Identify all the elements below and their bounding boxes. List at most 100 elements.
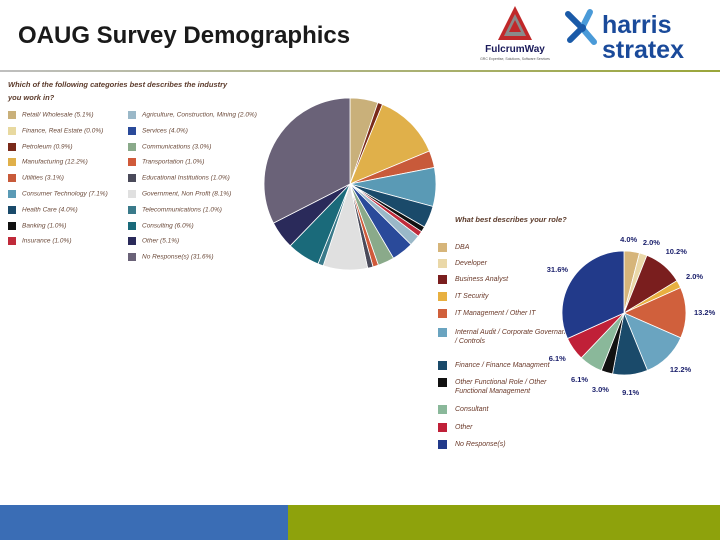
- chart2-legend-label: No Response(s): [455, 441, 506, 448]
- chart1-legend-label: Consumer Technology (7.1%): [22, 190, 108, 198]
- chart1-legend-item: Finance, Real Estate (0.0%): [8, 126, 104, 135]
- chart1-legend-item: Telecommunications (1.0%): [128, 205, 222, 214]
- chart1-legend-label: Insurance (1.0%): [22, 238, 72, 246]
- chart2-legend-swatch: [438, 378, 447, 387]
- chart1-legend-label: Consulting (6.0%): [142, 222, 194, 230]
- chart1-legend-swatch: [128, 221, 136, 230]
- chart1-legend-swatch: [8, 190, 16, 198]
- chart1-legend-swatch: [8, 237, 16, 246]
- chart2-data-label: 4.0%: [620, 235, 638, 244]
- chart2-data-label: 2.0%: [642, 238, 660, 247]
- chart1-legend-item: Consulting (6.0%): [128, 221, 194, 230]
- chart1-legend-item: Health Care (4.0%): [8, 205, 78, 214]
- chart1-legend-swatch: [8, 111, 16, 119]
- chart2-legend-swatch: [438, 423, 447, 432]
- chart1-legend-item: Communications (3.0%): [128, 142, 212, 151]
- chart1-legend-label: No Response(s) (31.6%): [142, 253, 214, 261]
- fulcrumway-logo-tagline: GRC Expertise, Solutions, Software Servi…: [480, 57, 550, 61]
- chart1-legend-swatch: [8, 126, 16, 135]
- chart1-legend-label: Transportation (1.0%): [142, 159, 205, 167]
- chart1-legend-swatch: [8, 205, 16, 214]
- page-title: OAUG Survey Demographics: [18, 22, 351, 49]
- chart2-legend-label: Other Functional Role / Other Functional…: [455, 379, 547, 395]
- chart2-data-label: 6.1%: [570, 375, 589, 385]
- chart2-data-label: 10.2%: [665, 246, 687, 256]
- chart1-legend-label: Agriculture, Construction, Mining (2.0%): [142, 111, 257, 119]
- chart1-legend-item: No Response(s) (31.6%): [128, 253, 214, 262]
- chart2-data-label: 31.6%: [546, 264, 569, 274]
- chart1-legend-label: Telecommunications (1.0%): [142, 206, 222, 214]
- chart1-legend-item: Government, Non Profit (8.1%): [128, 190, 231, 198]
- chart2-legend-label: Business Analyst: [455, 276, 509, 283]
- chart1-legend-label: Finance, Real Estate (0.0%): [22, 127, 104, 135]
- chart1-legend-swatch: [8, 174, 16, 183]
- chart1-legend-label: Educational Institutions (1.0%): [142, 174, 230, 182]
- chart2-legend-swatch: [438, 405, 447, 414]
- chart1-legend-item: Manufacturing (12.2%): [8, 158, 88, 167]
- chart1-legend-label: Other (5.1%): [142, 238, 180, 246]
- chart2-legend-label: IT Security: [455, 293, 489, 300]
- chart2-legend-swatch: [438, 259, 447, 268]
- harris-logo-line1: harris: [602, 11, 671, 39]
- chart1-legend-swatch: [128, 111, 136, 119]
- chart1-slice-3: [349, 103, 430, 185]
- chart1-legend-swatch: [128, 174, 136, 183]
- title-rule: [0, 70, 720, 72]
- chart2-legend-swatch: [438, 275, 447, 284]
- chart2-legend-label: Internal Audit / Corporate Governance / …: [455, 329, 574, 345]
- chart1-legend-item: Educational Institutions (1.0%): [128, 174, 230, 183]
- chart2-legend-label: Consultant: [455, 406, 489, 413]
- chart2-legend-label: Other: [455, 424, 473, 431]
- chart2-legend-swatch: [438, 328, 447, 337]
- harris-stratex-logo: harris stratex: [565, 9, 684, 64]
- chart1-legend-label: Banking (1.0%): [22, 222, 67, 230]
- chart1-legend-item: Utilities (3.1%): [8, 174, 64, 183]
- chart2-data-label: 6.1%: [548, 354, 566, 364]
- chart1-legend-item: Consumer Technology (7.1%): [8, 190, 108, 198]
- chart1-title: Which of the following categories best d…: [8, 80, 228, 102]
- chart1-legend-swatch: [128, 253, 136, 262]
- chart1-legend-swatch: [128, 205, 136, 214]
- chart1-legend-swatch: [128, 142, 136, 151]
- chart1-legend-swatch: [8, 142, 16, 151]
- chart1-legend-item: Agriculture, Construction, Mining (2.0%): [128, 111, 257, 119]
- chart1-slice-18: [263, 97, 351, 224]
- chart1-legend-swatch: [128, 237, 136, 246]
- chart1-legend-item: Transportation (1.0%): [128, 158, 205, 167]
- chart1-legend-swatch: [128, 126, 136, 135]
- chart1-legend-label: Utilities (3.1%): [22, 174, 64, 182]
- fulcrumway-logo: FulcrumWay GRC Expertise, Solutions, Sof…: [480, 6, 550, 61]
- chart1-legend-swatch: [128, 158, 136, 167]
- chart1-legend-label: Services (4.0%): [142, 127, 188, 135]
- chart2-data-label: 12.2%: [669, 365, 692, 375]
- chart1-legend-swatch: [8, 221, 16, 230]
- chart2-title: What best describes your role?: [455, 215, 567, 224]
- chart1-legend-item: Retail/ Wholesale (5.1%): [8, 111, 94, 119]
- footer-bar-blue: [0, 505, 288, 540]
- chart2-legend-label: Finance / Finance Managment: [455, 362, 550, 369]
- chart1-legend-item: Services (4.0%): [128, 126, 188, 135]
- chart1-legend-label: Communications (3.0%): [142, 143, 212, 151]
- chart1-legend-label: Petroleum (0.9%): [22, 143, 73, 151]
- chart2-legend-swatch: [438, 309, 447, 318]
- chart1-legend-item: Insurance (1.0%): [8, 237, 72, 246]
- chart1-legend-label: Health Care (4.0%): [22, 206, 78, 214]
- chart2-legend-swatch: [438, 243, 447, 252]
- chart2-data-label: 2.0%: [686, 272, 704, 281]
- chart2-legend-label: IT Management / Other IT: [455, 310, 536, 317]
- footer-bar-green: [288, 505, 720, 540]
- chart1-legend-item: Petroleum (0.9%): [8, 142, 73, 151]
- chart1-legend-label: Retail/ Wholesale (5.1%): [22, 111, 94, 119]
- chart2-data-label: 13.2%: [693, 307, 716, 317]
- chart2-slice-10: [561, 250, 625, 340]
- harris-logo-line2: stratex: [602, 36, 684, 64]
- chart1-legend-swatch: [8, 158, 16, 167]
- chart1-legend-swatch: [128, 190, 136, 198]
- fulcrumway-logo-text: FulcrumWay: [485, 44, 545, 55]
- chart2-legend-swatch: [438, 292, 447, 301]
- chart2-legend-label: Developer: [455, 260, 487, 267]
- chart1-legend-item: Banking (1.0%): [8, 221, 67, 230]
- chart2-data-label: 3.0%: [591, 384, 609, 394]
- chart2-legend-label: DBA: [455, 244, 470, 251]
